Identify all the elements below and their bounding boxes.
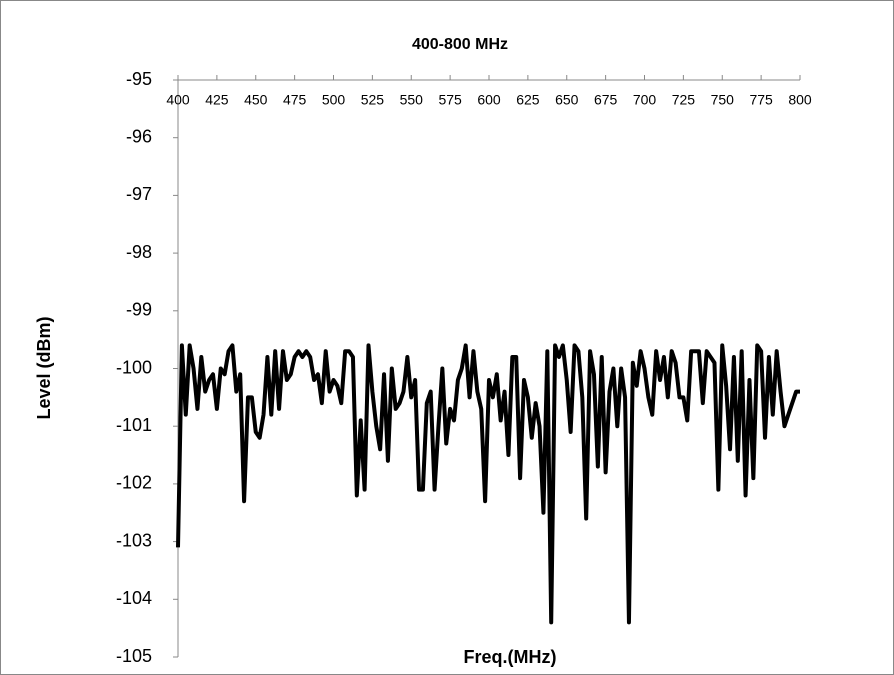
- y-tick-label: -102: [116, 473, 152, 493]
- x-axis-label: Freq.(MHz): [464, 647, 557, 667]
- x-tick-label: 425: [205, 92, 229, 108]
- y-tick-label: -95: [126, 69, 152, 89]
- y-axis-label: Level (dBm): [34, 316, 54, 419]
- x-tick-label: 800: [788, 92, 812, 108]
- x-tick-label: 700: [633, 92, 657, 108]
- x-tick-label: 725: [672, 92, 696, 108]
- x-tick-label: 525: [361, 92, 385, 108]
- y-tick-label: -103: [116, 530, 152, 550]
- y-tick-label: -100: [116, 357, 152, 377]
- y-tick-label: -97: [126, 184, 152, 204]
- x-tick-label: 575: [438, 92, 462, 108]
- chart-title: 400-800 MHz: [412, 36, 508, 53]
- x-tick-label: 650: [555, 92, 579, 108]
- y-tick-label: -101: [116, 415, 152, 435]
- x-tick-label: 600: [477, 92, 501, 108]
- x-tick-label: 550: [400, 92, 424, 108]
- data-line: [176, 343, 800, 625]
- x-tick-label: 475: [283, 92, 307, 108]
- x-tick-label: 750: [711, 92, 735, 108]
- x-tick-label: 675: [594, 92, 618, 108]
- x-tick-label: 500: [322, 92, 346, 108]
- y-tick-label: -96: [126, 126, 152, 146]
- x-tick-label: 450: [244, 92, 268, 108]
- x-tick-label: 775: [749, 92, 773, 108]
- y-tick-label: -104: [116, 588, 152, 608]
- x-tick-label: 625: [516, 92, 540, 108]
- y-tick-label: -98: [126, 242, 152, 262]
- y-tick-label: -99: [126, 300, 152, 320]
- x-tick-label: 400: [166, 92, 190, 108]
- y-tick-label: -105: [116, 646, 152, 666]
